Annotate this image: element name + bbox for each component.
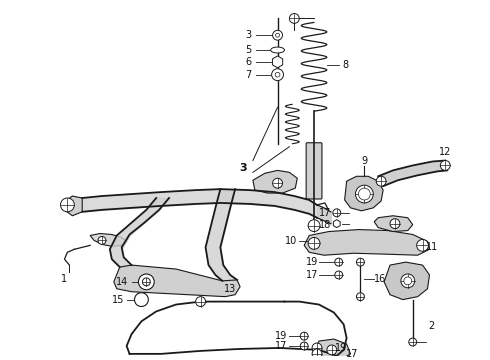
Text: 12: 12	[439, 147, 451, 157]
Circle shape	[135, 293, 148, 306]
Polygon shape	[374, 216, 413, 231]
Circle shape	[327, 345, 337, 355]
Polygon shape	[114, 265, 240, 297]
Circle shape	[404, 277, 412, 285]
Circle shape	[300, 332, 308, 340]
Polygon shape	[65, 196, 82, 216]
Circle shape	[355, 185, 373, 203]
Text: 3: 3	[239, 163, 247, 174]
Text: 10: 10	[285, 237, 297, 246]
Text: 17: 17	[318, 208, 331, 218]
Circle shape	[390, 219, 400, 229]
Circle shape	[275, 72, 280, 77]
Circle shape	[300, 342, 308, 350]
Ellipse shape	[270, 47, 285, 53]
Text: 2: 2	[428, 321, 435, 331]
Circle shape	[441, 161, 450, 170]
Circle shape	[409, 338, 416, 346]
Text: 9: 9	[361, 156, 368, 166]
Text: 5: 5	[245, 45, 251, 55]
Text: 6: 6	[245, 57, 251, 67]
Circle shape	[290, 14, 299, 23]
Circle shape	[335, 271, 343, 279]
Text: 11: 11	[426, 242, 439, 252]
Polygon shape	[304, 230, 429, 255]
Circle shape	[139, 274, 154, 290]
Circle shape	[272, 178, 283, 188]
Circle shape	[359, 188, 370, 200]
Text: 17: 17	[306, 270, 318, 280]
Circle shape	[312, 349, 322, 359]
Text: 17: 17	[275, 341, 288, 351]
Polygon shape	[90, 234, 126, 246]
Circle shape	[98, 237, 106, 244]
Circle shape	[196, 297, 205, 306]
Text: 19: 19	[275, 331, 288, 341]
Circle shape	[275, 33, 279, 37]
Polygon shape	[333, 220, 340, 228]
Text: 17: 17	[346, 349, 359, 359]
Circle shape	[416, 239, 428, 251]
Circle shape	[335, 258, 343, 266]
Text: 15: 15	[112, 294, 124, 305]
Polygon shape	[272, 56, 283, 68]
Circle shape	[312, 343, 322, 353]
Text: 19: 19	[306, 257, 318, 267]
Polygon shape	[253, 170, 297, 193]
Circle shape	[376, 176, 386, 186]
Circle shape	[143, 278, 150, 286]
Text: 13: 13	[224, 284, 236, 294]
Text: 14: 14	[116, 277, 128, 287]
Text: 18: 18	[319, 220, 331, 230]
Circle shape	[333, 209, 341, 217]
Circle shape	[272, 30, 283, 40]
Text: 1: 1	[61, 274, 68, 284]
Circle shape	[308, 220, 320, 231]
Circle shape	[401, 274, 415, 288]
Text: 3: 3	[245, 30, 251, 40]
Circle shape	[308, 238, 320, 249]
Text: 7: 7	[245, 70, 251, 80]
Text: 8: 8	[343, 60, 349, 70]
Circle shape	[357, 293, 365, 301]
Text: 16: 16	[374, 274, 386, 284]
Circle shape	[271, 69, 284, 81]
Polygon shape	[384, 262, 429, 300]
Circle shape	[357, 258, 365, 266]
Circle shape	[61, 198, 74, 212]
Polygon shape	[314, 339, 350, 360]
Text: 19: 19	[335, 343, 347, 353]
FancyBboxPatch shape	[306, 143, 322, 199]
Polygon shape	[344, 176, 383, 211]
